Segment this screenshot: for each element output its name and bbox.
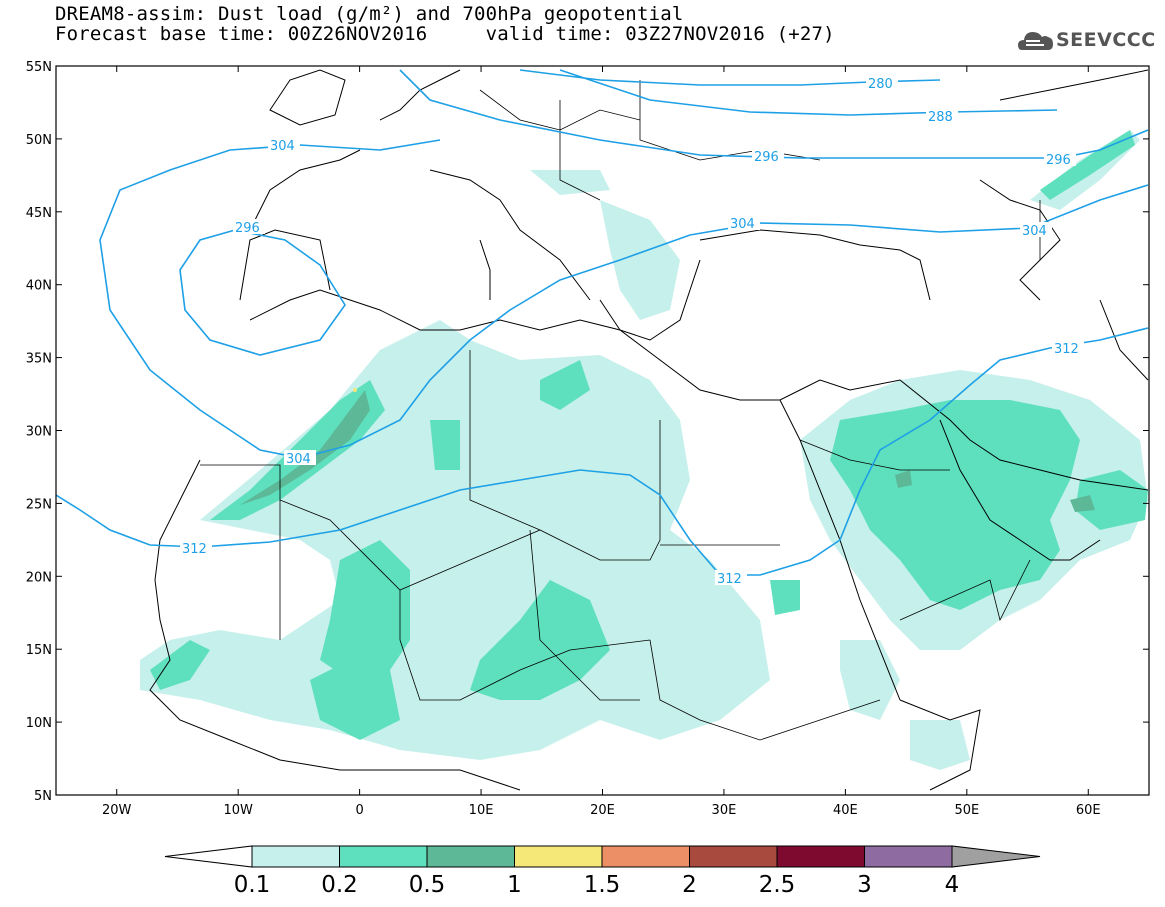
- map-title: DREAM8-assim: Dust load (g/m²) and 700hP…: [55, 3, 684, 25]
- colorbar-label: 3: [857, 872, 872, 898]
- contour-label-312: 312: [1054, 342, 1079, 357]
- contour-label-296: 296: [1046, 153, 1071, 168]
- y-tick-label: 25N: [26, 497, 52, 512]
- contour-label-304: 304: [286, 452, 311, 467]
- contour-label-304: 304: [270, 139, 295, 154]
- colorbar-label: 1: [507, 872, 522, 898]
- contour-label-304: 304: [1022, 224, 1047, 239]
- x-tick-label: 30E: [712, 803, 737, 818]
- x-tick-label: 0: [355, 803, 363, 818]
- y-tick-label: 35N: [26, 352, 52, 367]
- x-axis: 20W 10W 0 10E 20E 30E 40E 50E 60E: [102, 66, 1101, 818]
- colorbar-swatch: [251, 845, 340, 868]
- colorbar-label: 1.5: [584, 872, 621, 898]
- colorbar-legend: 0.1 0.2 0.5 1 1.5 2 2.5 3 4: [164, 845, 1041, 898]
- dust-hotspot-marker: [353, 388, 357, 392]
- y-tick-label: 20N: [26, 570, 52, 585]
- contour-label-296: 296: [754, 150, 779, 165]
- y-tick-label: 30N: [26, 425, 52, 440]
- y-tick-label: 50N: [26, 133, 52, 148]
- colorbar-over-arrow: [951, 845, 1041, 868]
- contour-label-312: 312: [182, 542, 207, 557]
- contour-labels: 280 288 296 296 304 304 304 296 304 312 …: [180, 75, 1084, 587]
- colorbar-swatch: [426, 845, 515, 868]
- contour-label-280: 280: [868, 77, 893, 92]
- y-tick-label: 55N: [26, 60, 52, 75]
- y-tick-label: 45N: [26, 206, 52, 221]
- y-tick-label: 10N: [26, 716, 52, 731]
- colorbar-label: 0.2: [321, 872, 358, 898]
- colorbar-under-arrow: [164, 845, 253, 868]
- colorbar-label: 2.5: [759, 872, 796, 898]
- colorbar-label: 0.5: [409, 872, 446, 898]
- colorbar-label: 4: [945, 872, 960, 898]
- colorbar-swatch: [601, 845, 690, 868]
- colorbar-swatch: [339, 845, 428, 868]
- contour-label-296: 296: [235, 221, 260, 236]
- colorbar-swatch: [864, 845, 953, 868]
- logo-text: SEEVCCC: [1056, 29, 1156, 51]
- y-axis: 55N 50N 45N 40N 35N 30N 25N 20N 15N 10N 5N: [26, 60, 1149, 804]
- x-tick-label: 10W: [223, 803, 253, 818]
- x-tick-label: 20W: [102, 803, 132, 818]
- colorbar-swatch: [776, 845, 865, 868]
- map-subtitle: Forecast base time: 00Z26NOV2016 valid t…: [55, 23, 835, 45]
- y-tick-label: 40N: [26, 279, 52, 294]
- x-tick-label: 40E: [833, 803, 858, 818]
- x-tick-label: 10E: [469, 803, 494, 818]
- colorbar-swatch: [689, 845, 778, 868]
- y-tick-label: 5N: [34, 789, 52, 804]
- contour-label-304: 304: [730, 217, 755, 232]
- contour-label-288: 288: [928, 110, 953, 125]
- x-tick-label: 50E: [954, 803, 979, 818]
- x-tick-label: 20E: [590, 803, 615, 818]
- y-tick-label: 15N: [26, 643, 52, 658]
- dust-level-high: [240, 390, 1095, 512]
- x-tick-label: 60E: [1076, 803, 1101, 818]
- cloud-logo-icon: [1018, 32, 1053, 50]
- colorbar-swatch: [514, 845, 603, 868]
- contour-label-312: 312: [717, 572, 742, 587]
- colorbar-label: 0.1: [234, 872, 271, 898]
- colorbar-label: 2: [682, 872, 697, 898]
